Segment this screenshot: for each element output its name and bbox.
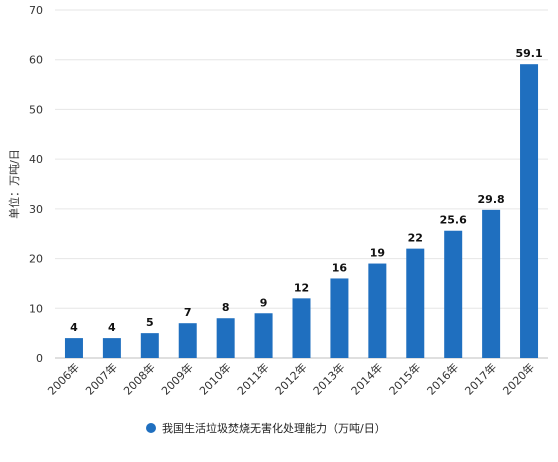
x-tick-label: 2010年 [196,360,233,397]
data-label: 5 [146,316,154,329]
x-tick-label: 2017年 [462,360,499,397]
legend: 我国生活垃圾焚烧无害化处理能力（万吨/日） [146,421,386,435]
data-label: 9 [260,296,268,309]
data-label: 12 [294,281,309,294]
bar [254,313,273,358]
bar [178,323,197,358]
data-label: 19 [370,247,385,260]
data-label: 25.6 [440,214,467,227]
x-axis-ticks: 2006年 2007年 2008年 2009年 2010年 2011年 2012年 2013年… [45,360,538,397]
data-label: 16 [332,261,348,274]
x-tick-label: 2015年 [386,360,423,397]
legend-marker [146,423,156,433]
bar [520,64,539,358]
bar [140,333,159,358]
y-tick-label: 70 [29,4,43,17]
gridlines [55,9,548,309]
data-label: 29.8 [478,193,505,206]
y-tick-label: 60 [29,54,43,67]
x-tick-label: 2014年 [348,360,385,397]
x-tick-label: 2012年 [272,360,309,397]
y-tick-label: 20 [29,253,43,266]
bar [444,230,463,358]
data-label: 59.1 [515,47,542,60]
bar [368,263,387,358]
x-tick-label: 2007年 [83,360,120,397]
data-label: 8 [222,301,230,314]
x-tick-label: 2008年 [120,360,157,397]
x-tick-label: 2006年 [45,360,82,397]
y-tick-label: 0 [36,352,43,365]
bars [64,64,539,358]
x-tick-label: 2020年 [500,360,537,397]
y-axis-ticks: 0 10 20 30 40 50 60 70 [29,4,43,365]
x-tick-label: 2013年 [310,360,347,397]
bar [330,278,349,358]
y-tick-label: 30 [29,203,43,216]
y-tick-label: 40 [29,153,43,166]
data-labels: 4 4 5 7 8 9 12 16 19 22 25.6 29.8 59.1 [70,47,542,334]
bar [406,248,425,358]
y-axis-label: 单位：万吨/日 [7,149,21,219]
data-label: 22 [408,232,423,245]
y-tick-label: 10 [29,302,43,315]
bar [64,338,83,358]
x-tick-label: 2016年 [424,360,461,397]
y-tick-label: 50 [29,103,43,116]
bar [292,298,311,358]
legend-label: 我国生活垃圾焚烧无害化处理能力（万吨/日） [162,421,386,435]
x-tick-label: 2011年 [234,360,271,397]
x-tick-label: 2009年 [158,360,195,397]
data-label: 4 [70,321,78,334]
data-label: 4 [108,321,116,334]
bar [216,318,235,358]
bar [102,338,121,358]
data-label: 7 [184,306,192,319]
bar [482,209,501,358]
